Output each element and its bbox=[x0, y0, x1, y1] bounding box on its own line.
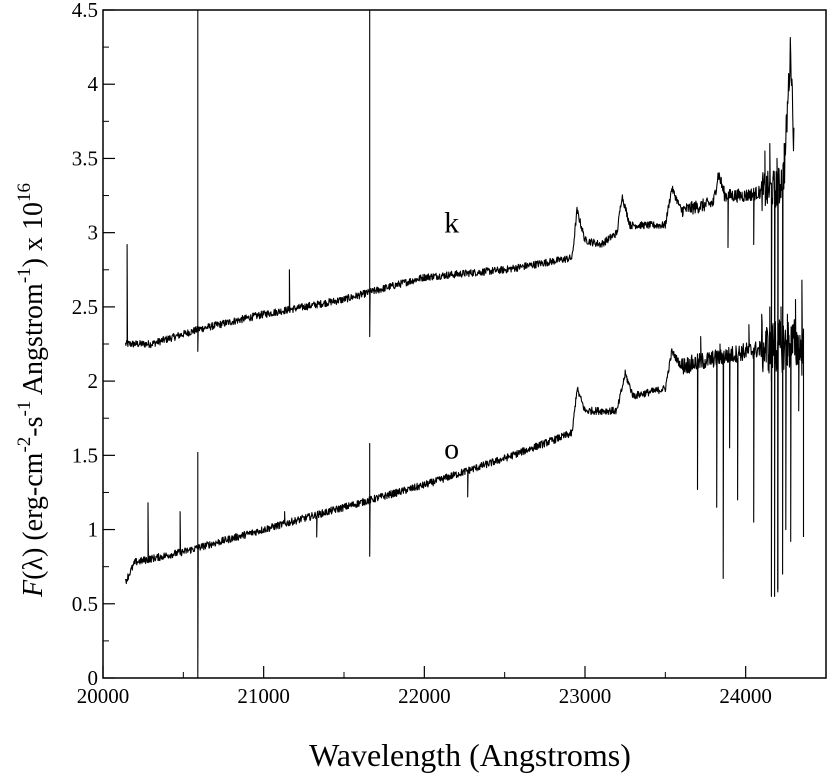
series-label-o: o bbox=[444, 432, 459, 465]
series-line-k bbox=[124, 9, 795, 597]
y-tick-label: 3 bbox=[88, 221, 99, 245]
y-tick-label: 0 bbox=[88, 666, 99, 690]
x-tick-label: 24000 bbox=[719, 684, 772, 708]
x-tick-label: 20000 bbox=[77, 684, 130, 708]
series-label-k: k bbox=[444, 207, 459, 240]
series-layer bbox=[124, 9, 805, 679]
y-axis-title-exp-scale: 16 bbox=[14, 183, 35, 202]
y-tick-label: 1 bbox=[88, 518, 99, 542]
x-tick-label: 21000 bbox=[237, 684, 290, 708]
label-layer: ko bbox=[444, 207, 459, 466]
x-tick-label: 23000 bbox=[559, 684, 612, 708]
x-axis-title: Wavelength (Angstroms) bbox=[309, 737, 631, 773]
y-axis-title-unit-ang: Angstrom bbox=[18, 283, 49, 395]
y-axis-title: F(λ) (erg-cm-2-s-1 Angstrom-1) x 1016 bbox=[14, 183, 49, 598]
tick-layer: 20000 21000 22000 23000 24000 0 0.5 1 1.5 2 2.5 3 3.… bbox=[72, 0, 772, 708]
x-tick-label: 22000 bbox=[398, 684, 451, 708]
y-axis-title-unit-s: -s bbox=[18, 416, 49, 436]
series-line-o bbox=[124, 279, 805, 679]
y-axis-title-space bbox=[18, 541, 49, 548]
y-tick-label: 2 bbox=[88, 369, 99, 393]
y-tick-label: 1.5 bbox=[72, 443, 98, 467]
y-axis-title-unit-start: (erg-cm bbox=[18, 452, 49, 540]
y-tick-label: 4 bbox=[88, 72, 99, 96]
y-tick-label: 2.5 bbox=[72, 295, 98, 319]
y-axis-title-f: F bbox=[18, 579, 49, 598]
y-axis-title-unit-end: ) x 10 bbox=[18, 202, 49, 267]
y-axis-title-lambda: (λ) bbox=[18, 548, 49, 580]
y-tick-label: 4.5 bbox=[72, 0, 98, 22]
y-axis-title-exp-ang: -1 bbox=[14, 267, 35, 283]
y-axis-title-exp-cm: -2 bbox=[14, 437, 35, 453]
y-tick-label: 0.5 bbox=[72, 592, 98, 616]
y-axis-title-exp-s: -1 bbox=[14, 401, 35, 417]
y-tick-label: 3.5 bbox=[72, 146, 98, 170]
